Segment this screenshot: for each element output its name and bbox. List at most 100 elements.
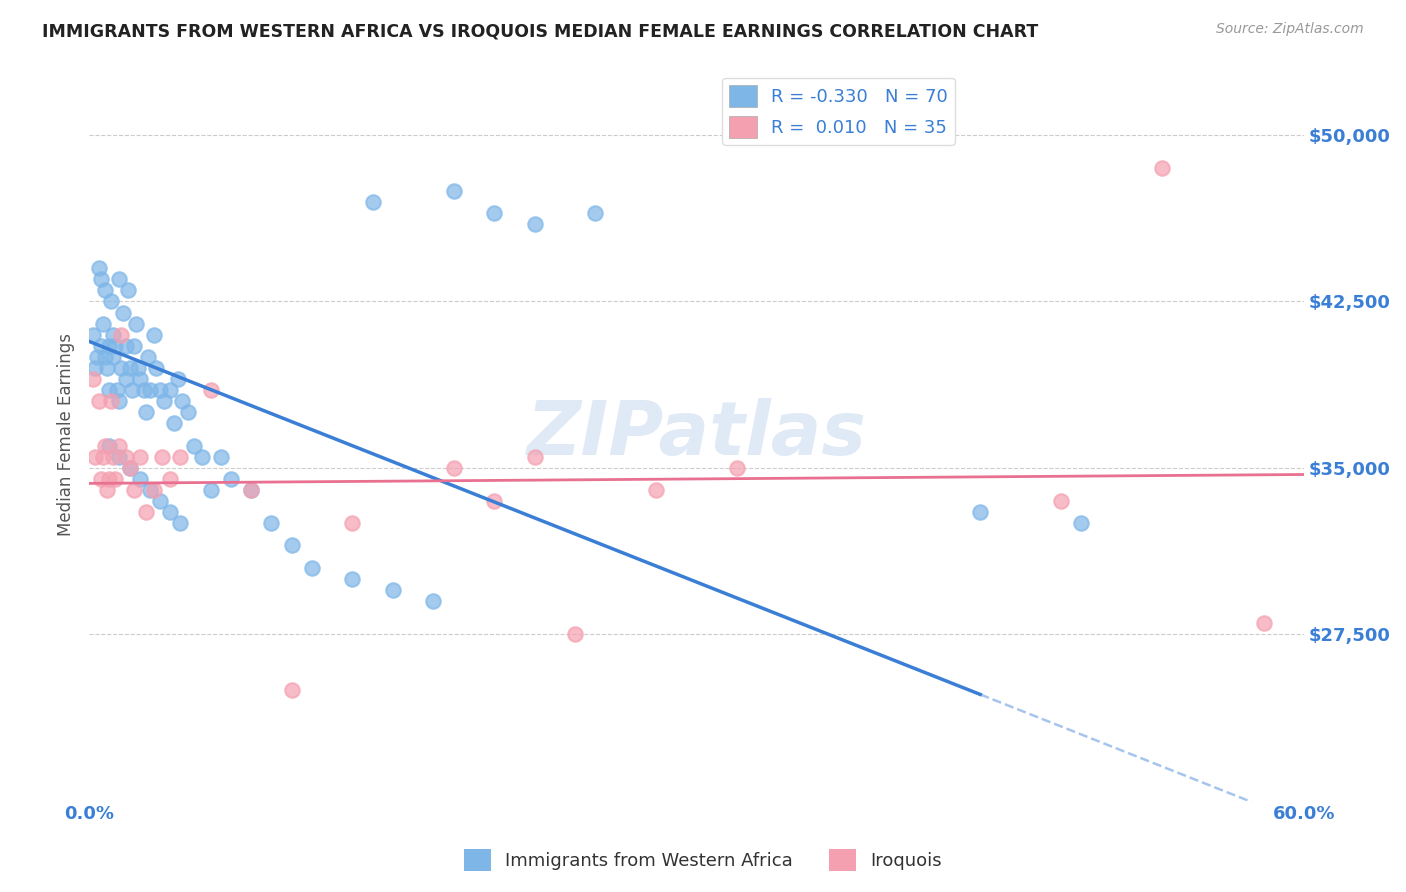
Point	[240, 483, 263, 497]
Point	[82, 372, 104, 386]
Point	[1152, 161, 1174, 176]
Text: ZIPatlas: ZIPatlas	[527, 398, 866, 471]
Point	[96, 361, 118, 376]
Point	[135, 505, 157, 519]
Point	[523, 217, 546, 231]
Point	[381, 582, 404, 597]
Point	[82, 327, 104, 342]
Point	[183, 439, 205, 453]
Point	[169, 450, 191, 464]
Point	[482, 205, 505, 219]
Point	[1253, 616, 1275, 631]
Point	[177, 405, 200, 419]
Point	[110, 327, 132, 342]
Point	[90, 472, 112, 486]
Point	[128, 372, 150, 386]
Point	[86, 350, 108, 364]
Text: IMMIGRANTS FROM WESTERN AFRICA VS IROQUOIS MEDIAN FEMALE EARNINGS CORRELATION CH: IMMIGRANTS FROM WESTERN AFRICA VS IROQUO…	[42, 22, 1039, 40]
Point	[159, 505, 181, 519]
Point	[149, 494, 172, 508]
Point	[1070, 516, 1092, 531]
Point	[110, 361, 132, 376]
Point	[159, 383, 181, 397]
Point	[96, 483, 118, 497]
Point	[280, 539, 302, 553]
Point	[200, 483, 222, 497]
Point	[482, 494, 505, 508]
Point	[128, 472, 150, 486]
Point	[135, 405, 157, 419]
Point	[89, 394, 111, 409]
Point	[114, 450, 136, 464]
Point	[969, 505, 991, 519]
Point	[94, 439, 117, 453]
Point	[280, 682, 302, 697]
Y-axis label: Median Female Earnings: Median Female Earnings	[58, 333, 75, 536]
Point	[127, 361, 149, 376]
Point	[240, 483, 263, 497]
Point	[122, 483, 145, 497]
Point	[103, 327, 125, 342]
Point	[114, 339, 136, 353]
Point	[90, 272, 112, 286]
Point	[145, 361, 167, 376]
Point	[167, 372, 190, 386]
Text: Source: ZipAtlas.com: Source: ZipAtlas.com	[1216, 22, 1364, 37]
Point	[122, 339, 145, 353]
Point	[142, 483, 165, 497]
Point	[98, 383, 121, 397]
Point	[118, 460, 141, 475]
Point	[107, 383, 129, 397]
Legend: Immigrants from Western Africa, Iroquois: Immigrants from Western Africa, Iroquois	[457, 842, 949, 879]
Point	[114, 372, 136, 386]
Point	[342, 516, 364, 531]
Point	[150, 450, 173, 464]
Point	[118, 361, 141, 376]
Point	[136, 350, 159, 364]
Point	[142, 327, 165, 342]
Point	[100, 394, 122, 409]
Point	[725, 460, 748, 475]
Point	[104, 339, 127, 353]
Point	[108, 394, 131, 409]
Point	[564, 627, 586, 641]
Point	[108, 439, 131, 453]
Point	[98, 472, 121, 486]
Point	[172, 394, 194, 409]
Point	[89, 261, 111, 276]
Point	[124, 317, 146, 331]
Point	[523, 450, 546, 464]
Point	[139, 483, 162, 497]
Point	[443, 460, 465, 475]
Point	[200, 383, 222, 397]
Point	[103, 350, 125, 364]
Point	[149, 383, 172, 397]
Point	[94, 284, 117, 298]
Point	[260, 516, 283, 531]
Point	[1050, 494, 1073, 508]
Point	[153, 394, 176, 409]
Point	[301, 560, 323, 574]
Point	[84, 361, 107, 376]
Point	[219, 472, 242, 486]
Point	[209, 450, 232, 464]
Point	[91, 450, 114, 464]
Point	[100, 294, 122, 309]
Point	[98, 439, 121, 453]
Point	[132, 383, 155, 397]
Point	[117, 284, 139, 298]
Point	[90, 339, 112, 353]
Point	[94, 350, 117, 364]
Point	[191, 450, 214, 464]
Point	[159, 472, 181, 486]
Point	[108, 450, 131, 464]
Point	[91, 317, 114, 331]
Point	[121, 383, 143, 397]
Legend: R = -0.330   N = 70, R =  0.010   N = 35: R = -0.330 N = 70, R = 0.010 N = 35	[723, 78, 955, 145]
Point	[645, 483, 668, 497]
Point	[163, 417, 186, 431]
Point	[98, 339, 121, 353]
Point	[443, 184, 465, 198]
Point	[84, 450, 107, 464]
Point	[342, 572, 364, 586]
